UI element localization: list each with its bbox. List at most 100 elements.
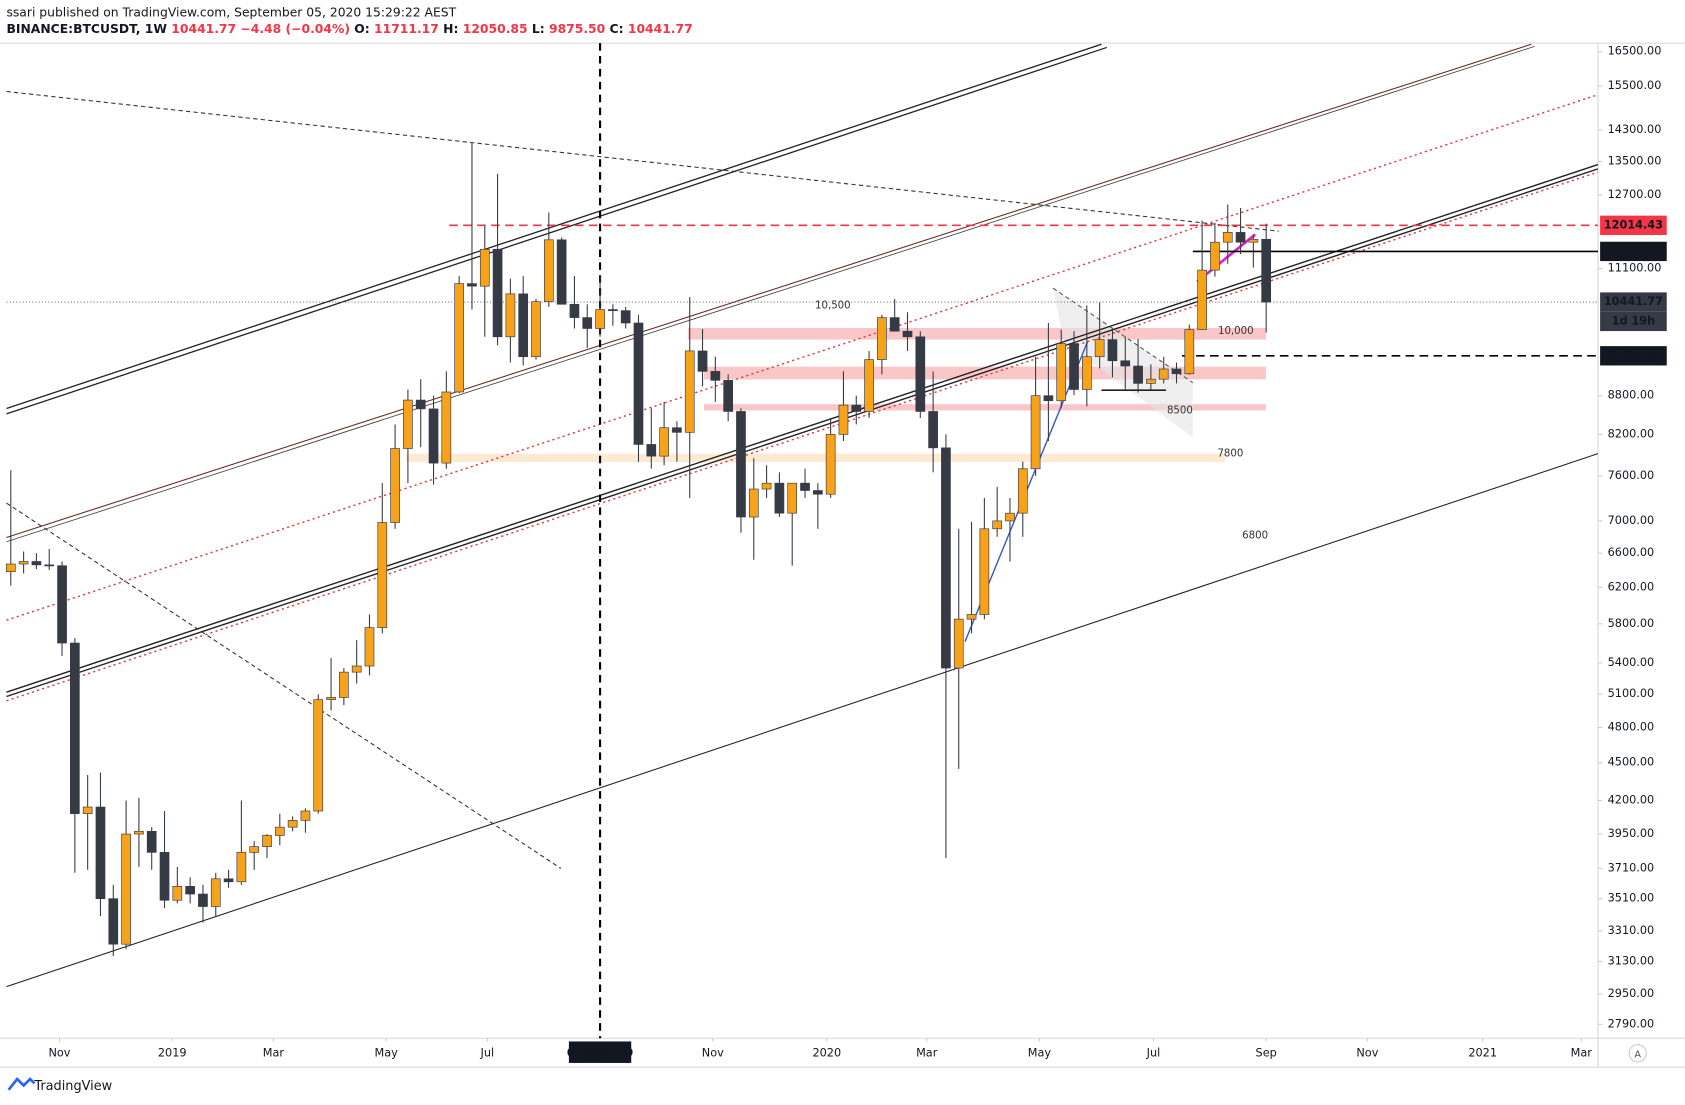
- candle-body: [608, 309, 618, 311]
- y-tick-label: 5400.00: [1608, 656, 1655, 669]
- annotation: 8500: [1167, 406, 1193, 417]
- candle-body: [569, 303, 580, 318]
- candle-body: [1171, 368, 1182, 375]
- y-tick-label: 6600.00: [1608, 546, 1655, 559]
- candle-body: [454, 283, 464, 393]
- candle-body: [428, 408, 439, 464]
- trend-line: [6, 171, 1599, 702]
- brand: TradingView: [33, 1079, 112, 1094]
- y-tick-label: 8800.00: [1608, 389, 1655, 402]
- trend-line: [6, 168, 1599, 698]
- candle-body: [1043, 395, 1054, 402]
- candle-body: [415, 399, 426, 410]
- candle-body: [941, 447, 951, 669]
- candle-body: [467, 283, 477, 287]
- candle-body: [582, 317, 593, 329]
- y-tick-label: 13500.00: [1608, 155, 1662, 168]
- trend-line: [1052, 287, 1194, 384]
- candle-body: [377, 522, 388, 628]
- x-tick-label: Mar: [263, 1046, 285, 1059]
- candle-body: [95, 806, 106, 900]
- candle-body: [556, 239, 567, 305]
- trend-line: [6, 453, 1599, 988]
- annotation: 10,000: [1218, 326, 1254, 337]
- y-tick-label: 3130.00: [1608, 954, 1655, 967]
- candle-body: [223, 878, 234, 883]
- plot: 10,500 10,000 8500 7800 6800 16500.00 15500.00…: [5, 43, 1662, 1063]
- candle-body: [864, 359, 874, 412]
- trend-line: [6, 45, 1535, 543]
- candle-body: [5, 563, 16, 573]
- candle-body: [492, 248, 503, 338]
- candle-body: [672, 427, 682, 433]
- candle-body: [134, 830, 144, 835]
- x-tick-label: May: [1028, 1046, 1052, 1059]
- price-tag: 12014.43: [1604, 218, 1663, 231]
- candle-body: [236, 852, 247, 883]
- zone: [406, 453, 1226, 463]
- candle-body: [1069, 343, 1079, 390]
- y-tick-label: 4500.00: [1608, 756, 1655, 769]
- candle-body: [339, 671, 349, 698]
- candle-body: [441, 391, 452, 464]
- candle-body: [761, 482, 772, 490]
- trend-line: [6, 502, 562, 869]
- candle-body: [1146, 378, 1156, 384]
- ohlc-value: 11711.17: [374, 22, 439, 36]
- change: −4.48 (−0.04%): [240, 22, 350, 36]
- candle-body: [736, 411, 746, 518]
- candle-body: [1222, 232, 1233, 243]
- y-tick-label: 4800.00: [1608, 720, 1655, 733]
- candle-body: [146, 830, 157, 853]
- y-tick-label: 6200.00: [1608, 580, 1655, 593]
- price-tag: 11454.70: [1604, 244, 1663, 257]
- candle-body: [825, 434, 836, 495]
- candle-body: [403, 399, 413, 449]
- y-tick-label: 14300.00: [1608, 123, 1662, 136]
- candle-body: [300, 810, 311, 821]
- candle-body: [1248, 238, 1259, 243]
- candle-body: [44, 564, 55, 567]
- candle-body: [774, 482, 785, 514]
- candle-body: [723, 380, 733, 412]
- candle-body: [249, 846, 260, 853]
- x-tick-label: 02 Sep '19: [567, 1046, 634, 1059]
- candle-body: [659, 427, 669, 457]
- trend-line: [6, 43, 1102, 410]
- price-tag-bg: [1600, 215, 1667, 235]
- logo-icon: [7, 1077, 36, 1091]
- candle-body: [313, 699, 324, 812]
- y-tick-label: 12700.00: [1608, 188, 1662, 201]
- x-tick-label: Nov: [48, 1046, 70, 1059]
- annotation: 7800: [1217, 449, 1243, 460]
- candle-body: [1107, 339, 1118, 362]
- candle-body: [351, 665, 362, 673]
- ohlc-label: H:: [443, 22, 458, 36]
- candle-body: [364, 627, 375, 667]
- candle-body: [812, 490, 823, 495]
- y-tick-label: 8200.00: [1608, 427, 1655, 440]
- candle-body: [210, 878, 221, 907]
- symbol-line: BINANCE:BTCUSDT, 1W 10441.77 −4.48 (−0.0…: [6, 22, 692, 36]
- header: ssari published on TradingView.com, Sept…: [6, 6, 692, 36]
- candle-body: [108, 898, 119, 945]
- trend-line: [6, 43, 1532, 538]
- auto-scale-button[interactable]: [1628, 1044, 1647, 1063]
- y-tick-label: 3950.00: [1608, 827, 1655, 840]
- symbol: BINANCE:BTCUSDT, 1W: [6, 22, 167, 36]
- candle-body: [915, 336, 926, 412]
- y-tick-label: 2950.00: [1608, 987, 1655, 1000]
- candle-body: [992, 520, 1003, 530]
- crosshair-label-bg: [568, 1041, 632, 1063]
- y-tick-label: 2790.00: [1608, 1017, 1655, 1030]
- candle-body: [262, 835, 272, 847]
- candle-body: [531, 301, 541, 358]
- candle-body: [505, 293, 516, 338]
- candle-body: [1082, 356, 1092, 390]
- candle-body: [684, 350, 695, 433]
- x-tick-label: Mar: [916, 1046, 938, 1059]
- ohlc-label: L:: [532, 22, 545, 36]
- x-tick-label: May: [374, 1046, 398, 1059]
- ohlc-value: 9875.50: [549, 22, 605, 36]
